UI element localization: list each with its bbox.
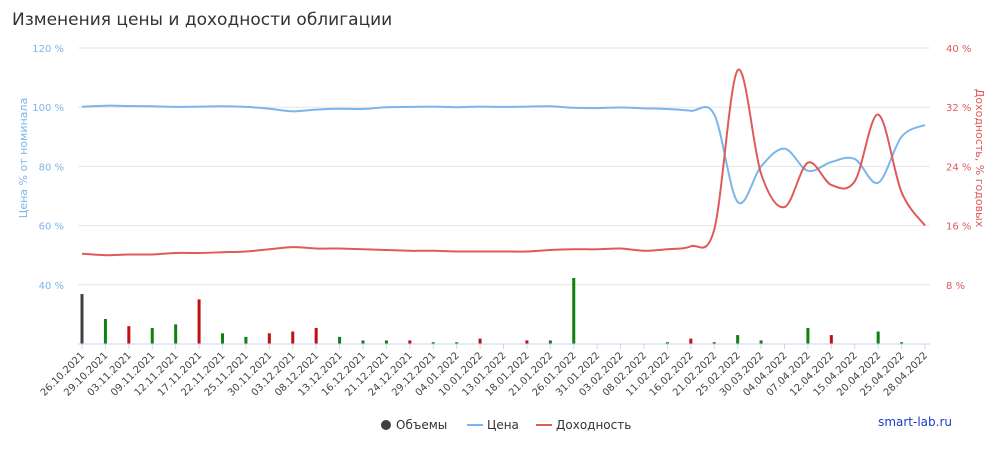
legend-label-volumes: Объемы [396,418,447,432]
volume-bar [174,324,178,344]
volume-bar [525,340,529,344]
left-tick-label: 100 % [32,103,64,114]
volume-bar [759,340,763,344]
volume-bar [806,327,810,344]
volume-bar [736,335,740,344]
x-axis-ticks: 26.10.202129.10.202103.11.202109.11.2021… [39,344,930,399]
volume-bar [478,338,482,344]
volume-bar [548,340,552,344]
right-axis-title: Доходность, % годовых [973,89,986,228]
right-tick-label: 24 % [946,162,971,173]
volume-bar [244,336,248,344]
right-tick-label: 40 % [946,44,971,55]
credit-link[interactable]: smart-lab.ru [878,415,952,429]
legend-marker-volumes [381,420,391,430]
left-tick-label: 60 % [39,222,64,233]
volume-bar [197,299,201,344]
volume-bar [221,333,224,344]
volume-bar [829,335,833,344]
volume-bar [408,340,412,344]
legend: Объемы Цена Доходность [381,418,631,432]
legend-label-price: Цена [487,418,519,432]
volume-bar [103,319,107,344]
volume-bar [127,326,131,344]
legend-item-yield[interactable]: Доходность [536,418,631,432]
volume-bar [876,331,880,344]
volume-bar [689,338,693,344]
legend-item-volumes[interactable]: Объемы [381,418,447,432]
right-tick-label: 16 % [946,222,971,233]
right-tick-label: 32 % [946,103,971,114]
left-tick-label: 120 % [32,44,64,55]
series-line-price [81,104,926,205]
volume-bar [665,342,669,344]
volume-bars [80,278,904,344]
series-lines [81,68,926,257]
legend-item-price[interactable]: Цена [467,418,519,432]
volume-bar [267,333,271,344]
volume-bar [80,294,84,344]
volume-bar [431,342,435,344]
volume-bar [291,331,295,344]
volume-bar [455,342,459,344]
left-tick-label: 40 % [39,281,64,292]
legend-label-yield: Доходность [556,418,631,432]
left-tick-label: 80 % [39,162,64,173]
chart-title: Изменения цены и доходности облигации [12,10,392,30]
volume-bar [150,327,154,344]
volume-bar [314,327,318,344]
right-tick-label: 8 % [946,281,965,292]
left-axis-ticks: 40 % 60 % 80 % 100 % 120 % [32,44,64,292]
series-line-yield [81,68,926,257]
volume-bar [900,342,904,344]
volume-bar [338,336,342,344]
volume-bar [712,342,716,344]
volume-bar [361,340,365,344]
volume-bar [572,278,576,344]
right-axis-ticks: 8 % 16 % 24 % 32 % 40 % [946,44,971,292]
volume-bar [384,340,388,344]
left-axis-title: Цена % от номинала [17,98,30,218]
